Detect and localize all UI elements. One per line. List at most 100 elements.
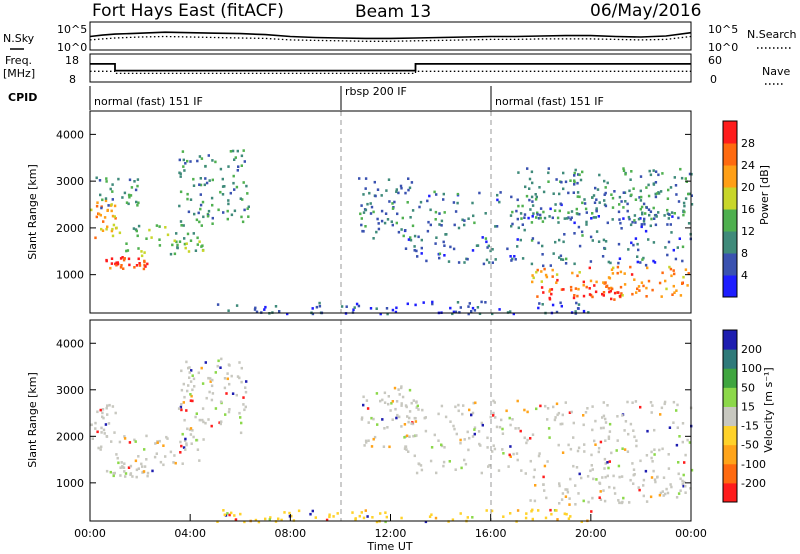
echo-cell (206, 214, 210, 218)
echo-cell (186, 159, 189, 163)
echo-cell (448, 460, 451, 463)
echo-cell (146, 471, 150, 475)
echo-cell (228, 382, 231, 386)
echo-cell (560, 258, 563, 261)
echo-cell (181, 432, 184, 436)
echo-cell (143, 259, 146, 263)
echo-cell (604, 186, 607, 189)
echo-cell (217, 359, 220, 363)
echo-cell (653, 478, 657, 481)
echo-cell (406, 201, 409, 204)
echo-cell (205, 396, 208, 400)
echo-cell (111, 190, 114, 193)
echo-cell (162, 444, 165, 447)
echo-cell (634, 198, 638, 201)
echo-cell (382, 445, 386, 448)
echo-cell (606, 461, 609, 464)
echo-cell (652, 469, 655, 473)
echo-cell (494, 416, 497, 419)
echo-cell (194, 249, 198, 252)
echo-cell (107, 422, 111, 425)
echo-cell (403, 436, 406, 439)
echo-cell (637, 486, 640, 489)
echo-cell (599, 426, 603, 430)
echo-cell (562, 187, 565, 191)
echo-cell (362, 403, 365, 407)
echo-cell (555, 402, 559, 406)
echo-cell (589, 260, 593, 263)
echo-cell (96, 410, 99, 414)
echo-cell (409, 238, 413, 242)
beam-title: Beam 13 (355, 2, 431, 22)
echo-cell (180, 403, 183, 406)
echo-cell (199, 183, 203, 187)
echo-cell (472, 214, 475, 218)
echo-cell (607, 466, 610, 470)
velocity-x-ticks: 00:00 04:00 08:00 12:00 16:00 20:00 00:00 (74, 514, 707, 540)
echo-cell (438, 212, 441, 215)
echo-cell (117, 177, 120, 181)
echo-cell (628, 501, 631, 504)
echo-cell (464, 462, 468, 466)
echo-cell (396, 212, 399, 216)
echo-cell (494, 258, 497, 261)
echo-cell (676, 246, 679, 249)
echo-cell (363, 444, 366, 447)
echo-cell (494, 225, 497, 228)
echo-cell (428, 515, 432, 518)
echo-cell (391, 308, 395, 312)
echo-cell (395, 416, 398, 420)
echo-cell (186, 389, 189, 393)
echo-cell (186, 427, 189, 431)
echo-cell (130, 186, 134, 189)
echo-cell (633, 278, 636, 281)
power-ytick-label: 2000 (56, 222, 84, 235)
echo-cell (328, 515, 331, 519)
echo-cell (629, 478, 632, 482)
echo-cell (440, 404, 444, 408)
echo-cell (606, 404, 609, 407)
echo-cell (186, 232, 190, 236)
frequency-panel-frame (89, 53, 692, 83)
echo-cell (434, 516, 438, 520)
echo-cell (613, 486, 616, 490)
echo-cell (641, 258, 644, 261)
echo-cell (429, 208, 432, 212)
echo-cell (637, 285, 641, 288)
echo-cell (608, 485, 611, 489)
echo-cell (619, 285, 623, 289)
echo-cell (201, 244, 204, 247)
echo-cell (158, 225, 161, 228)
echo-cell (551, 275, 554, 278)
echo-cell (224, 413, 227, 416)
echo-cell (532, 276, 535, 280)
echo-cell (609, 289, 612, 293)
echo-cell (115, 226, 118, 230)
freq-left-tick-bottom: 8 (69, 73, 76, 86)
echo-cell (328, 513, 331, 517)
echo-cell (512, 312, 515, 316)
echo-cell (187, 250, 191, 253)
echo-cell (650, 411, 653, 414)
echo-cell (570, 410, 573, 414)
echo-cell (386, 312, 389, 316)
echo-cell (573, 221, 576, 225)
echo-cell (529, 499, 532, 502)
echo-cell (283, 511, 286, 514)
echo-cell (219, 400, 223, 404)
echo-cell (198, 183, 201, 186)
echo-cell (137, 257, 140, 261)
echo-cell (407, 420, 410, 424)
echo-cell (121, 256, 124, 259)
echo-cell (110, 440, 113, 443)
echo-cell (624, 172, 627, 176)
echo-cell (370, 445, 374, 448)
echo-cell (546, 407, 550, 410)
echo-cell (654, 195, 658, 199)
echo-cell (629, 265, 632, 269)
echo-cell (686, 284, 689, 287)
echo-cell (127, 466, 131, 469)
echo-cell (325, 518, 329, 522)
echo-cell (214, 407, 218, 410)
